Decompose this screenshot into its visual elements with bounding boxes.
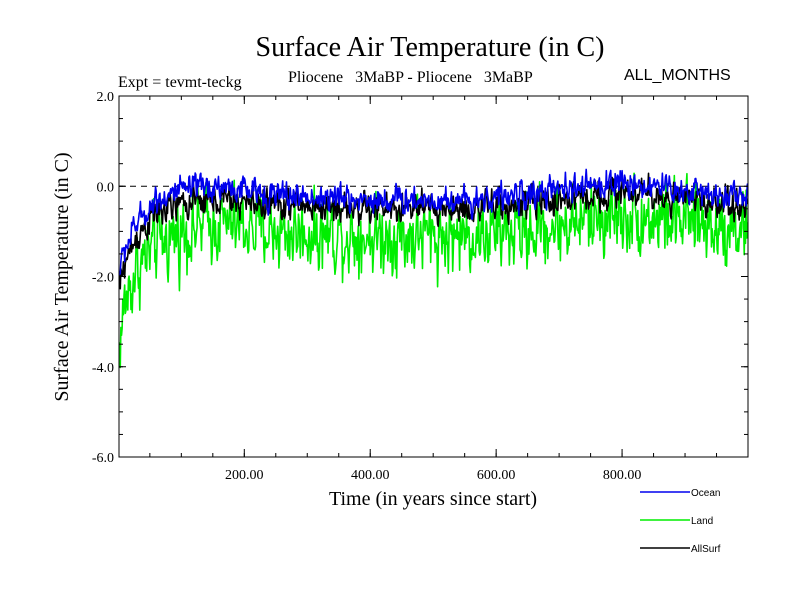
y-axis: -6.0 -4.0 -2.0 0.0 2.0 (92, 90, 748, 466)
subtitle-expt: Expt = tevmt-teckg (118, 74, 242, 91)
x-axis: 200.00 400.00 600.00 800.00 (149, 96, 718, 483)
x-tick-label: 400.00 (351, 468, 390, 483)
y-tick-label: -2.0 (92, 271, 114, 286)
plot-frame (118, 95, 749, 458)
x-axis-label: Time (in years since start) (329, 488, 537, 510)
y-tick-label: 0.0 (97, 180, 115, 195)
y-axis-label: Surface Air Temperature (in C) (51, 152, 73, 401)
series-line-ocean (119, 168, 748, 276)
x-tick-label: 200.00 (225, 468, 264, 483)
x-tick-label: 600.00 (477, 468, 516, 483)
chart-title: Surface Air Temperature (in C) (256, 32, 605, 63)
legend-label-allsurf: AllSurf (691, 544, 721, 555)
legend-label-ocean: Ocean (691, 488, 720, 499)
x-tick-label: 800.00 (603, 468, 642, 483)
y-tick-label: -6.0 (92, 451, 114, 466)
subtitle-comparison: Pliocene 3MaBP - Pliocene 3MaBP (288, 69, 533, 86)
legend: Ocean Land AllSurf (640, 488, 721, 555)
series-line-land (119, 172, 748, 369)
series-layer (119, 168, 748, 369)
legend-label-land: Land (691, 516, 713, 527)
subtitle-months: ALL_MONTHS (624, 67, 731, 84)
y-tick-label: -4.0 (92, 361, 114, 376)
y-tick-label: 2.0 (97, 90, 115, 105)
